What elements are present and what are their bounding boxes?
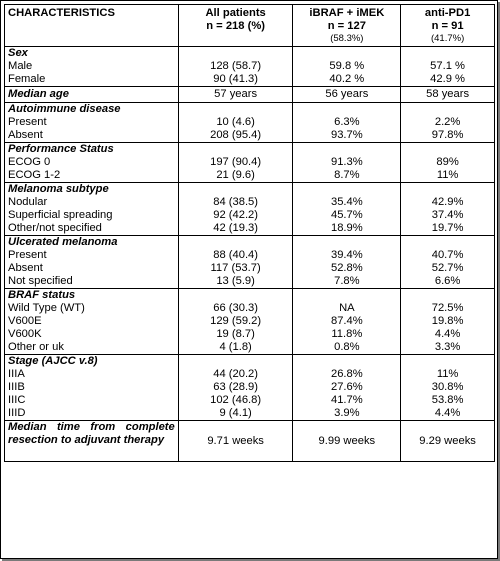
ibraf-cell: 56 years (292, 86, 402, 103)
anti-pd1-cell: 89% 11% (400, 142, 495, 183)
anti-pd1-cell: 72.5% 19.8% 4.4% 3.3% (400, 288, 495, 355)
header-characteristics: CHARACTERISTICS (4, 4, 179, 47)
header-ibraf-imek: iBRAF + iMEK n = 127 (58.3%) (292, 4, 402, 47)
section-median-time: Median time from complete resection to a… (4, 420, 495, 462)
header-all-patients: All patients n = 218 (%) (177, 4, 294, 47)
row-label: Female (8, 73, 46, 85)
section-ulcerated-melanoma: Ulcerated melanoma Present Absent Not sp… (4, 235, 495, 289)
section-title: Autoimmune disease (8, 103, 121, 115)
anti-pd1-cell: 57.1 % 42.9 % (400, 46, 495, 87)
header-anti-pd1: anti-PD1 n = 91 (41.7%) (400, 4, 495, 47)
section-stage: Stage (AJCC v.8) IIIA IIIB IIIC IIID 44 … (4, 354, 495, 421)
anti-pd1-cell: 11% 30.8% 53.8% 4.4% (400, 354, 495, 421)
section-label-cell: BRAF status Wild Type (WT) V600E V600K O… (4, 288, 179, 355)
section-label-cell: Melanoma subtype Nodular Superficial spr… (4, 182, 179, 236)
ibraf-cell: 26.8% 27.6% 41.7% 3.9% (292, 354, 402, 421)
section-performance-status: Performance Status ECOG 0 ECOG 1-2 197 (… (4, 142, 495, 183)
ibraf-cell: 6.3% 93.7% (292, 102, 402, 143)
all-patients-cell: 197 (90.4) 21 (9.6) (177, 142, 294, 183)
anti-pd1-cell: 40.7% 52.7% 6.6% (400, 235, 495, 289)
section-title: Performance Status (8, 143, 114, 155)
ibraf-cell: 59.8 % 40.2 % (292, 46, 402, 87)
section-label-cell: Sex Male Female (4, 46, 179, 87)
anti-pd1-cell: 42.9% 37.4% 19.7% (400, 182, 495, 236)
section-title: Median age (4, 86, 179, 103)
ibraf-cell: 35.4% 45.7% 18.9% (292, 182, 402, 236)
all-patients-cell: 88 (40.4) 117 (53.7) 13 (5.9) (177, 235, 294, 289)
section-label-cell: Performance Status ECOG 0 ECOG 1-2 (4, 142, 179, 183)
section-median-age: Median age 57 years 56 years 58 years (4, 86, 495, 103)
section-label-cell: Ulcerated melanoma Present Absent Not sp… (4, 235, 179, 289)
all-patients-cell: 128 (58.7) 90 (41.3) (177, 46, 294, 87)
section-title: Sex (8, 47, 28, 59)
ibraf-cell: 9.99 weeks (292, 420, 402, 462)
characteristics-table: CHARACTERISTICS All patients n = 218 (%)… (4, 4, 495, 462)
all-patients-cell: 44 (20.2) 63 (28.9) 102 (46.8) 9 (4.1) (177, 354, 294, 421)
ibraf-cell: NA 87.4% 11.8% 0.8% (292, 288, 402, 355)
anti-pd1-cell: 58 years (400, 86, 495, 103)
section-sex: Sex Male Female 128 (58.7) 90 (41.3) 59.… (4, 46, 495, 87)
ibraf-cell: 91.3% 8.7% (292, 142, 402, 183)
anti-pd1-cell: 9.29 weeks (400, 420, 495, 462)
all-patients-cell: 66 (30.3) 129 (59.2) 19 (8.7) 4 (1.8) (177, 288, 294, 355)
section-title: Melanoma subtype (8, 183, 109, 195)
all-patients-cell: 10 (4.6) 208 (95.4) (177, 102, 294, 143)
anti-pd1-cell: 2.2% 97.8% (400, 102, 495, 143)
all-patients-cell: 57 years (177, 86, 294, 103)
section-label-cell: Stage (AJCC v.8) IIIA IIIB IIIC IIID (4, 354, 179, 421)
section-title: Stage (AJCC v.8) (8, 355, 98, 367)
section-title: Ulcerated melanoma (8, 236, 118, 248)
all-patients-cell: 9.71 weeks (177, 420, 294, 462)
row-label: Male (8, 60, 33, 72)
all-patients-cell: 84 (38.5) 92 (42.2) 42 (19.3) (177, 182, 294, 236)
ibraf-cell: 39.4% 52.8% 7.8% (292, 235, 402, 289)
header-row: CHARACTERISTICS All patients n = 218 (%)… (4, 4, 495, 47)
section-title: BRAF status (8, 289, 76, 301)
section-melanoma-subtype: Melanoma subtype Nodular Superficial spr… (4, 182, 495, 236)
section-braf-status: BRAF status Wild Type (WT) V600E V600K O… (4, 288, 495, 355)
section-title: Median time from complete resection to a… (4, 420, 179, 462)
section-label-cell: Autoimmune disease Present Absent (4, 102, 179, 143)
section-autoimmune: Autoimmune disease Present Absent 10 (4.… (4, 102, 495, 143)
